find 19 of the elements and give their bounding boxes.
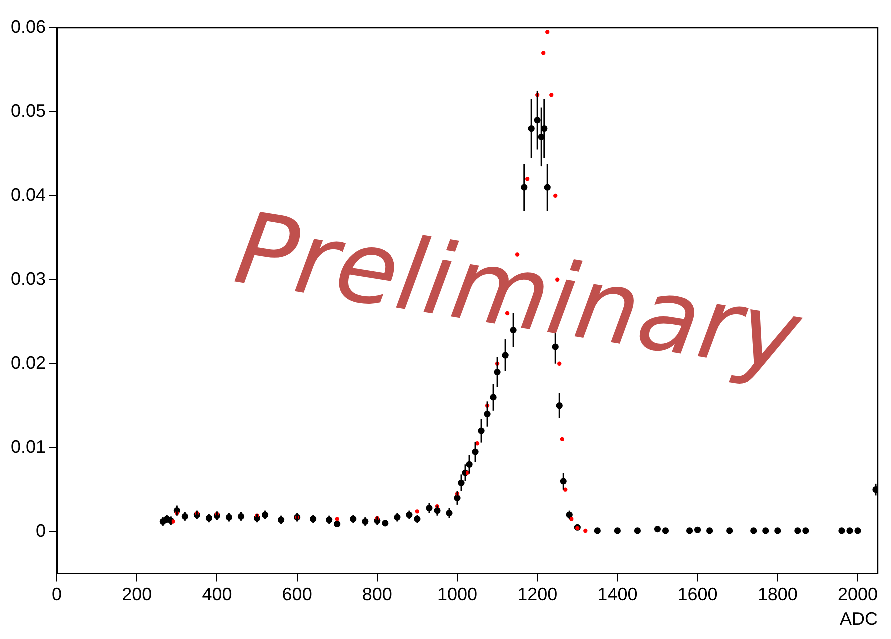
y-tick-label: 0.03 bbox=[10, 268, 46, 289]
x-tick-label: 1000 bbox=[437, 584, 478, 605]
x-tick-label: 1800 bbox=[758, 584, 798, 605]
x-tick-label: 1600 bbox=[678, 584, 718, 605]
x-tick-label: 1200 bbox=[518, 584, 558, 605]
y-tick-label: 0.06 bbox=[10, 16, 46, 37]
y-tick-label: 0.02 bbox=[10, 352, 46, 373]
y-tick-label: 0.04 bbox=[10, 184, 46, 205]
x-tick-label: 200 bbox=[122, 584, 152, 605]
x-tick-label: 800 bbox=[362, 584, 392, 605]
y-tick-label: 0.05 bbox=[10, 100, 46, 121]
y-tick-label: 0 bbox=[36, 520, 46, 541]
x-tick-label: 600 bbox=[282, 584, 312, 605]
x-tick-label: 0 bbox=[52, 584, 62, 605]
x-axis-title: ADC bbox=[840, 609, 878, 630]
y-tick-label: 0.01 bbox=[10, 436, 46, 457]
x-tick-label: 1400 bbox=[598, 584, 638, 605]
x-tick-label: 400 bbox=[202, 584, 232, 605]
x-tick-label: 2000 bbox=[838, 584, 878, 605]
